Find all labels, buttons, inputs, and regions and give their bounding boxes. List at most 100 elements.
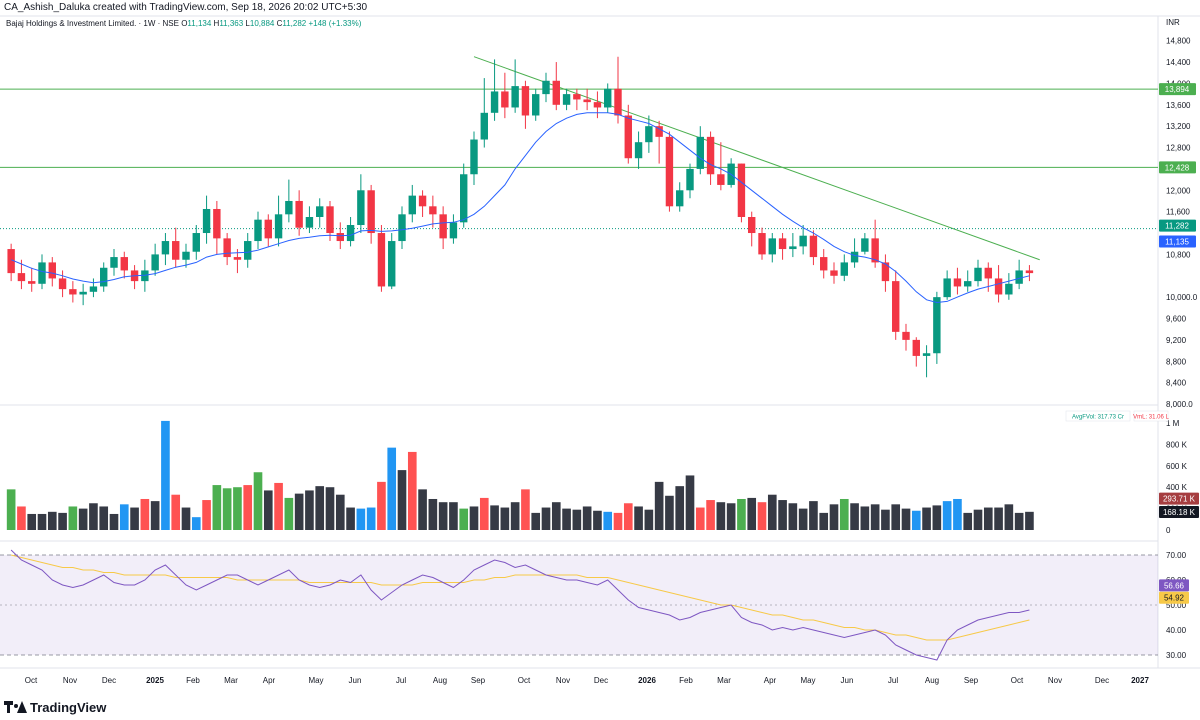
candle-body bbox=[994, 278, 1003, 295]
candle-body bbox=[583, 99, 591, 103]
candle-body bbox=[542, 80, 550, 95]
candle bbox=[964, 270, 972, 292]
price-axis-badge-label: 11,135 bbox=[1165, 238, 1189, 247]
volume-bar bbox=[623, 503, 633, 530]
candle bbox=[799, 225, 807, 255]
volume-bar bbox=[593, 510, 602, 530]
candle bbox=[758, 227, 766, 260]
volume-bar bbox=[490, 505, 499, 530]
candle-body bbox=[264, 219, 272, 239]
brand-name: TradingView bbox=[30, 699, 107, 715]
candle-body bbox=[141, 270, 149, 282]
volume-bar bbox=[881, 509, 890, 530]
volume-bar bbox=[654, 481, 664, 530]
candle bbox=[820, 249, 828, 279]
volume-bar bbox=[942, 501, 952, 530]
time-tick-label: Feb bbox=[186, 676, 200, 685]
candle bbox=[182, 243, 190, 268]
candle bbox=[604, 83, 612, 113]
rsi-tick-label: 30.00 bbox=[1166, 651, 1187, 660]
candle-body bbox=[593, 102, 602, 108]
candle bbox=[285, 179, 293, 223]
candle bbox=[583, 88, 591, 111]
volume-bar bbox=[767, 494, 777, 530]
volume-bar bbox=[932, 505, 942, 530]
candle-body bbox=[202, 208, 211, 234]
volume-tick-label: 1 M bbox=[1166, 419, 1180, 428]
time-tick-label: May bbox=[308, 676, 323, 685]
candle bbox=[501, 72, 509, 119]
volume-axis-badge bbox=[1159, 492, 1199, 505]
rsi-line bbox=[10, 549, 1030, 661]
candle-body bbox=[48, 262, 56, 279]
candle bbox=[408, 184, 416, 223]
candle bbox=[696, 126, 704, 175]
candle bbox=[943, 270, 951, 300]
volume-bar bbox=[191, 517, 201, 530]
rsi-axis-badge-label: 56.66 bbox=[1164, 581, 1185, 590]
price-axis-badge bbox=[1159, 235, 1196, 248]
candle-body bbox=[100, 267, 108, 287]
candle bbox=[470, 131, 478, 185]
volume-bar bbox=[27, 513, 37, 530]
price-tick-label: 13,200 bbox=[1166, 122, 1191, 131]
price-tick-label: 12,000 bbox=[1166, 186, 1191, 195]
candle-body bbox=[346, 225, 355, 242]
candle bbox=[655, 120, 663, 164]
candle bbox=[902, 323, 910, 351]
volume-bar bbox=[284, 497, 294, 530]
candle bbox=[377, 225, 386, 292]
candle-body bbox=[861, 238, 869, 252]
time-tick-label: Oct bbox=[1011, 676, 1024, 685]
candle bbox=[89, 278, 98, 298]
price-tick-label: 14,800 bbox=[1166, 37, 1191, 46]
volume-bar bbox=[438, 502, 448, 530]
volume-bar bbox=[891, 504, 901, 530]
volume-stat-badge bbox=[1065, 410, 1131, 422]
candle-body bbox=[933, 297, 941, 354]
candle-body bbox=[655, 126, 663, 137]
candle bbox=[151, 243, 159, 276]
candle bbox=[264, 214, 272, 247]
volume-bar bbox=[541, 507, 551, 530]
volume-bar bbox=[109, 513, 119, 530]
volume-bar bbox=[263, 490, 273, 530]
candle bbox=[665, 131, 674, 212]
price-axis-badge-label: 11,282 bbox=[1165, 222, 1189, 231]
volume-bar bbox=[418, 489, 427, 530]
candle-body bbox=[974, 267, 982, 282]
volume-axis-badge-label: 293.71 K bbox=[1163, 495, 1196, 504]
volume-bar bbox=[325, 487, 335, 530]
candle-body bbox=[902, 331, 910, 340]
candle-body bbox=[305, 217, 314, 228]
volume-bar bbox=[850, 503, 859, 530]
candle bbox=[223, 233, 231, 266]
candle-body bbox=[244, 241, 252, 260]
candle-body bbox=[38, 262, 46, 284]
candle-body bbox=[532, 94, 540, 116]
candle bbox=[634, 131, 643, 169]
candle bbox=[614, 56, 622, 124]
time-tick-label: Apr bbox=[764, 676, 777, 685]
candle-body bbox=[254, 219, 262, 242]
candle-body bbox=[89, 286, 98, 292]
time-tick-label: Oct bbox=[518, 676, 531, 685]
candle bbox=[120, 251, 128, 279]
candle-body bbox=[552, 80, 560, 105]
volume-bar bbox=[613, 512, 623, 530]
time-tick-label: Feb bbox=[679, 676, 693, 685]
candle-body bbox=[799, 235, 807, 247]
volume-bar bbox=[695, 507, 705, 530]
candle-body bbox=[295, 200, 303, 228]
volume-bar bbox=[212, 485, 222, 530]
candle bbox=[305, 206, 314, 234]
price-tick-label: 8,400 bbox=[1166, 379, 1187, 388]
volume-bar bbox=[47, 511, 57, 530]
volume-bar bbox=[243, 485, 253, 530]
time-tick-label: Dec bbox=[594, 676, 608, 685]
time-tick-label: Mar bbox=[224, 676, 238, 685]
volume-bar bbox=[479, 497, 489, 530]
candle-body bbox=[562, 94, 571, 105]
candle-body bbox=[336, 233, 344, 242]
